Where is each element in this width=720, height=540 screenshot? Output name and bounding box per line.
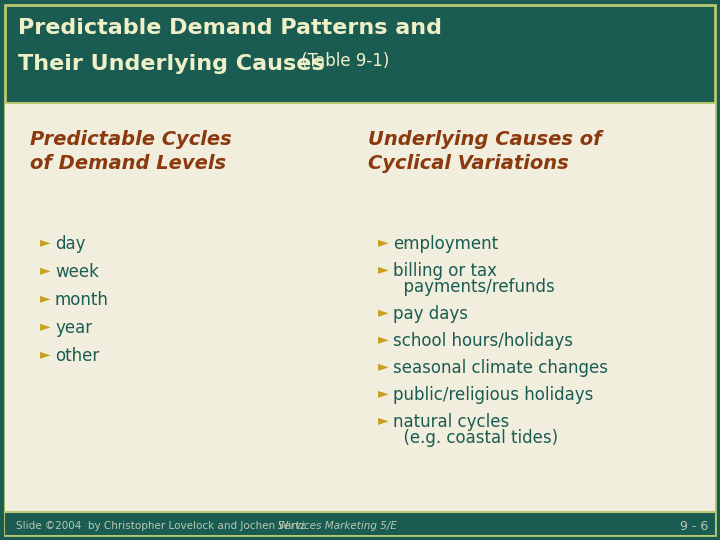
Text: ►: ►: [40, 235, 50, 249]
Text: natural cycles: natural cycles: [393, 413, 509, 431]
Text: ►: ►: [378, 413, 389, 427]
FancyBboxPatch shape: [5, 5, 715, 535]
Text: week: week: [55, 263, 99, 281]
Text: other: other: [55, 347, 99, 365]
Text: ►: ►: [378, 235, 389, 249]
FancyBboxPatch shape: [5, 512, 715, 535]
Text: Underlying Causes of
Cyclical Variations: Underlying Causes of Cyclical Variations: [368, 130, 602, 173]
Text: pay days: pay days: [393, 305, 468, 323]
Text: ►: ►: [40, 263, 50, 277]
Text: ►: ►: [378, 386, 389, 400]
Text: month: month: [55, 291, 109, 309]
Text: Predictable Cycles
of Demand Levels: Predictable Cycles of Demand Levels: [30, 130, 232, 173]
Text: public/religious holidays: public/religious holidays: [393, 386, 593, 404]
Text: employment: employment: [393, 235, 498, 253]
Text: ►: ►: [40, 347, 50, 361]
Text: 9 - 6: 9 - 6: [680, 519, 708, 532]
Text: Their Underlying Causes: Their Underlying Causes: [18, 54, 325, 74]
Text: ►: ►: [378, 262, 389, 276]
Text: ►: ►: [378, 359, 389, 373]
Text: ►: ►: [378, 332, 389, 346]
Text: Predictable Demand Patterns and: Predictable Demand Patterns and: [18, 18, 442, 38]
Text: billing or tax: billing or tax: [393, 262, 497, 280]
Text: (Table 9-1): (Table 9-1): [296, 52, 390, 70]
Text: (e.g. coastal tides): (e.g. coastal tides): [393, 429, 558, 447]
Text: Services Marketing 5/E: Services Marketing 5/E: [268, 521, 397, 531]
Text: ►: ►: [378, 305, 389, 319]
FancyBboxPatch shape: [5, 103, 715, 512]
Text: ►: ►: [40, 319, 50, 333]
Text: seasonal climate changes: seasonal climate changes: [393, 359, 608, 377]
Text: payments/refunds: payments/refunds: [393, 278, 554, 296]
Text: school hours/holidays: school hours/holidays: [393, 332, 573, 350]
Text: Slide ©2004  by Christopher Lovelock and Jochen Wirtz: Slide ©2004 by Christopher Lovelock and …: [16, 521, 305, 531]
Text: day: day: [55, 235, 86, 253]
Text: ►: ►: [40, 291, 50, 305]
Text: year: year: [55, 319, 92, 337]
